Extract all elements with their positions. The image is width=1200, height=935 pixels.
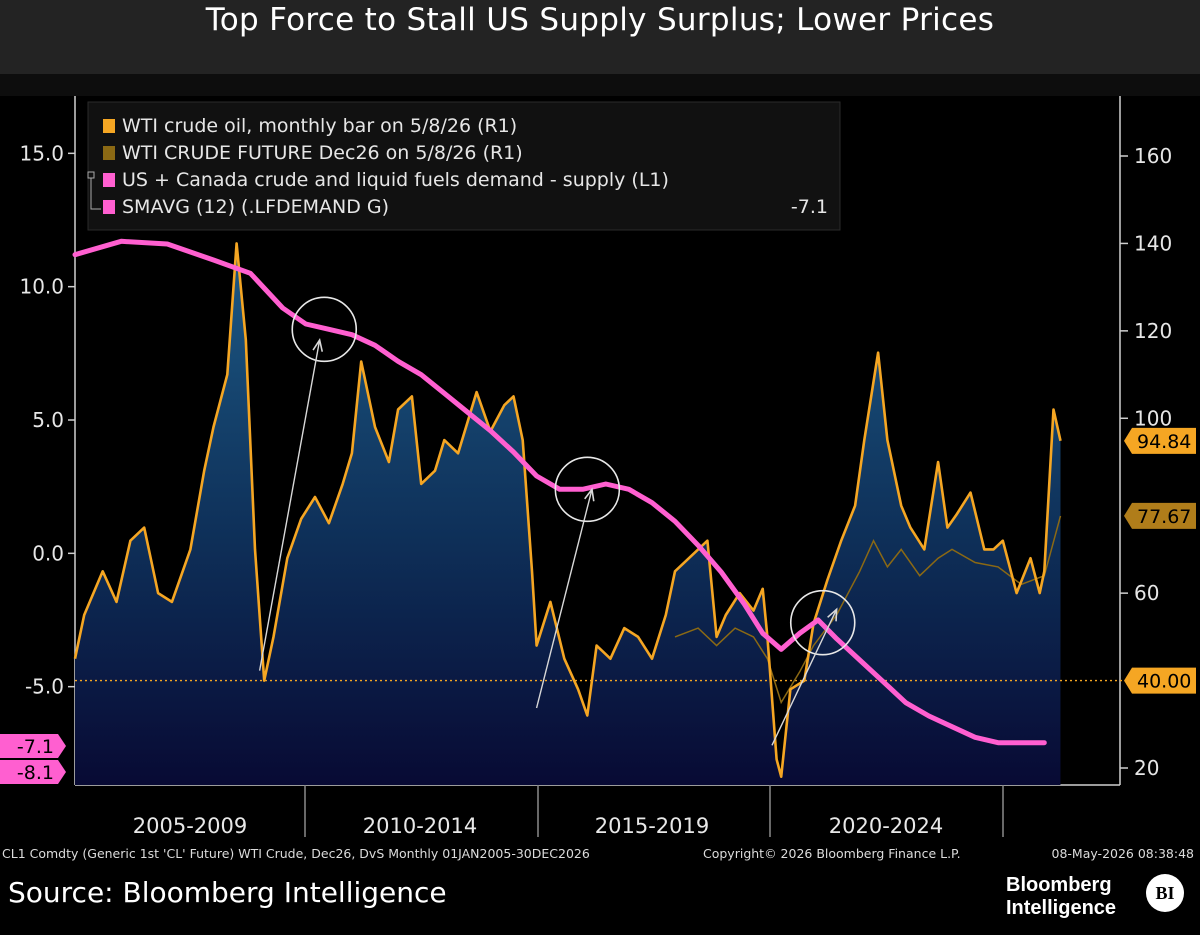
right-tick-label: 140 [1134,231,1172,255]
callout-future-label: 77.67 [1137,506,1191,528]
title-bar [0,0,1200,74]
callout-smavg-label: -7.1 [17,736,54,758]
callout-demand-box [0,760,66,784]
future-line [674,515,1062,705]
annotation-arrow-0 [258,339,321,671]
callout-reference-box [1124,667,1196,694]
right-tick-label: 60 [1134,581,1159,605]
legend-label-1: WTI CRUDE FUTURE Dec26 on 5/8/26 (R1) [122,142,523,164]
callout-smavg-box [0,734,66,758]
left-tick-label: 15.0 [19,141,64,165]
legend-bracket-line [90,178,101,210]
left-tick-label: 0.0 [32,541,64,565]
legend-swatch-2 [103,173,115,187]
source-label: Source: Bloomberg Intelligence [8,876,447,909]
right-tick-label: 160 [1134,144,1172,168]
left-tick-label: 5.0 [32,408,64,432]
chart-title: Top Force to Stall US Supply Surplus; Lo… [205,2,995,38]
legend-swatch-3 [103,200,115,214]
right-tick-label: 100 [1134,406,1172,430]
legend-label-3: SMAVG (12) (.LFDEMAND G) [122,196,389,218]
x-tick-label: 2010-2014 [363,814,477,838]
legend-swatch-1 [103,146,115,160]
header-strip [0,74,1200,96]
info-series: CL1 Comdty (Generic 1st 'CL' Future) WTI… [2,846,590,861]
wti-line [73,242,1062,778]
x-tick-label: 2015-2019 [595,814,709,838]
left-tick-label: -5.0 [25,675,64,699]
callout-wti-box [1124,427,1196,454]
callout-demand-label: -8.1 [17,762,54,784]
brand-logo: Bloomberg Intelligence [1006,874,1116,920]
legend-box [87,101,841,231]
callout-future-box [1124,502,1196,529]
legend-label-2: US + Canada crude and liquid fuels deman… [122,169,669,191]
chart-area: 2005-2009 2010-2014 2015-2019 2020-2024 15.0… [0,96,1196,861]
info-timestamp: 08-May-2026 08:38:48 [1052,846,1195,861]
brand-line-2: Intelligence [1006,897,1117,919]
info-copyright: Copyright© 2026 Bloomberg Finance L.P. [703,846,961,861]
right-tick-label: 120 [1134,319,1172,343]
wti-area [75,243,1061,785]
smavg-line [72,238,1047,746]
annotation-arrow-2 [771,609,838,746]
callout-reference-label: 40.00 [1137,671,1191,693]
bi-badge-icon: BI [1146,874,1184,912]
legend-swatch-0 [103,119,115,133]
right-tick-label: 20 [1134,756,1159,780]
annotation-circle-1 [554,456,621,523]
annotation-arrowhead-1 [584,487,595,502]
callout-wti-label: 94.84 [1137,431,1191,453]
annotation-arrowhead-0 [312,337,324,352]
left-tick-label: 10.0 [19,275,64,299]
annotation-circle-0 [291,296,358,363]
legend-value-3: -7.1 [791,196,828,218]
footer [0,862,1200,935]
annotation-arrowhead-2 [827,607,838,622]
annotation-circle-2 [789,589,856,656]
x-tick-label: 2005-2009 [133,814,247,838]
legend-label-0: WTI crude oil, monthly bar on 5/8/26 (R1… [122,115,517,137]
x-tick-label: 2020-2024 [829,814,943,838]
annotation-arrow-1 [535,489,593,709]
brand-line-1: Bloomberg [1006,874,1112,896]
